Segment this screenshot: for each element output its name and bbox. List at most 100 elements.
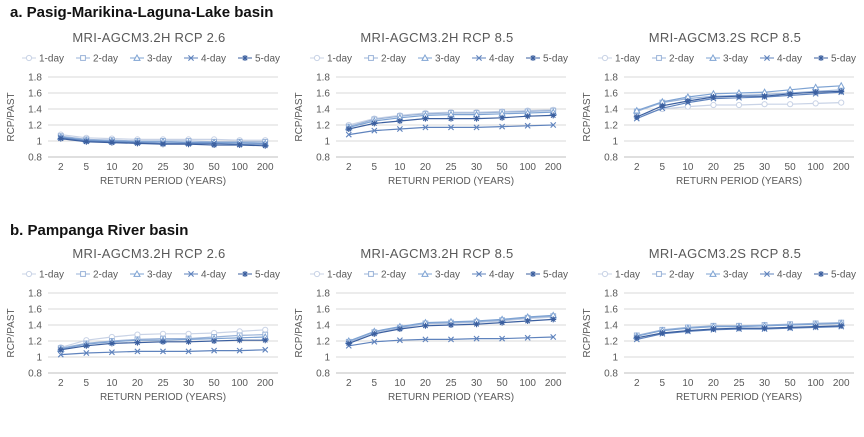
x-tick-label: 20 [420, 378, 432, 389]
legend-marker [242, 271, 248, 277]
legend-label: 5-day [255, 270, 280, 281]
y-tick-label: 1 [36, 353, 42, 364]
data-point [633, 334, 640, 341]
legend-entry-4-day: 4-day [760, 54, 802, 65]
legend-entry-2-day: 2-day [364, 270, 406, 281]
legend-entry-1-day: 1-day [598, 270, 640, 281]
x-axis-title: RETURN PERIOD (YEARS) [676, 392, 802, 403]
data-point [659, 330, 666, 336]
x-tick-label: 10 [394, 162, 406, 173]
legend-entry-5-day: 5-day [814, 54, 856, 65]
x-tick-label: 30 [759, 162, 771, 173]
data-point [473, 124, 480, 131]
data-point [838, 88, 845, 95]
data-point [211, 338, 218, 344]
y-tick-label: 1.8 [604, 73, 618, 84]
y-tick-label: 0.8 [28, 369, 42, 380]
legend-label: 5-day [831, 270, 856, 281]
x-tick-label: 2 [58, 378, 64, 389]
legend-label: 3-day [723, 54, 748, 65]
legend-label: 4-day [777, 54, 802, 65]
legend-entry-2-day: 2-day [76, 270, 118, 281]
legend-marker [601, 270, 609, 278]
series-5-day [57, 337, 269, 353]
data-point [550, 112, 557, 119]
data-point [473, 115, 480, 122]
y-tick-label: 0.8 [316, 153, 330, 164]
legend-entry-3-day: 3-day [418, 54, 460, 65]
data-point [371, 127, 378, 134]
legend-label: 5-day [543, 54, 568, 65]
x-tick-label: 10 [106, 162, 118, 173]
legend-marker [476, 55, 482, 61]
data-point [211, 347, 218, 354]
legend-label: 2-day [93, 54, 118, 65]
x-tick-label: 30 [759, 378, 771, 389]
data-point [499, 114, 506, 121]
data-point [262, 142, 269, 149]
chart-title: MRI-AGCM3.2S RCP 8.5 [649, 246, 801, 261]
legend-marker [421, 269, 429, 277]
data-point [787, 101, 794, 108]
y-tick-label: 1.2 [316, 337, 330, 348]
series-1-day [633, 99, 845, 120]
y-tick-label: 1.8 [316, 289, 330, 300]
y-tick-label: 1.4 [604, 105, 618, 116]
data-point [787, 90, 794, 97]
x-tick-label: 25 [445, 378, 457, 389]
legend-marker [764, 271, 770, 277]
chart-title: MRI-AGCM3.2H RCP 8.5 [360, 30, 513, 45]
legend-marker [80, 55, 86, 61]
legend-marker [313, 54, 321, 62]
data-point [812, 100, 819, 107]
data-point [761, 101, 768, 108]
x-tick-label: 30 [183, 162, 195, 173]
data-point [57, 135, 64, 142]
legend-marker [188, 271, 194, 277]
x-tick-label: 20 [132, 162, 144, 173]
y-tick-label: 1.8 [28, 73, 42, 84]
x-tick-label: 10 [394, 378, 406, 389]
x-axis-title: RETURN PERIOD (YEARS) [388, 392, 514, 403]
x-tick-label: 200 [833, 162, 850, 173]
x-tick-label: 20 [132, 378, 144, 389]
x-tick-label: 2 [346, 378, 352, 389]
data-point [83, 350, 90, 356]
legend-entry-4-day: 4-day [184, 270, 226, 281]
x-tick-label: 100 [231, 378, 248, 389]
legend-entry-2-day: 2-day [652, 270, 694, 281]
data-point [83, 138, 90, 145]
legend-entry-5-day: 5-day [526, 54, 568, 65]
y-tick-label: 1.6 [28, 305, 42, 316]
data-point [422, 124, 429, 131]
y-axis-title: RCP/PAST [294, 92, 305, 141]
legend-entry-4-day: 4-day [472, 270, 514, 281]
legend-marker [601, 54, 609, 62]
data-point [422, 336, 429, 343]
x-tick-label: 100 [519, 378, 536, 389]
legend-marker [133, 269, 141, 277]
data-point [185, 141, 192, 148]
legend-label: 4-day [201, 270, 226, 281]
legend-entry-3-day: 3-day [418, 270, 460, 281]
y-tick-label: 1.6 [604, 89, 618, 100]
data-point [550, 316, 557, 323]
data-point [185, 338, 192, 345]
x-tick-label: 25 [157, 162, 169, 173]
legend-marker [764, 55, 770, 61]
legend-marker [188, 55, 194, 61]
data-point [236, 337, 243, 344]
data-point [422, 115, 429, 122]
data-point [185, 348, 192, 355]
legend-label: 2-day [93, 270, 118, 281]
legend-label: 2-day [381, 270, 406, 281]
y-tick-label: 1.4 [28, 105, 42, 116]
x-tick-label: 50 [209, 378, 221, 389]
data-point [473, 335, 480, 342]
legend-label: 5-day [831, 54, 856, 65]
x-tick-label: 5 [84, 378, 90, 389]
data-point [499, 335, 506, 342]
x-tick-label: 5 [372, 162, 378, 173]
x-tick-label: 2 [634, 378, 640, 389]
legend-label: 4-day [777, 270, 802, 281]
